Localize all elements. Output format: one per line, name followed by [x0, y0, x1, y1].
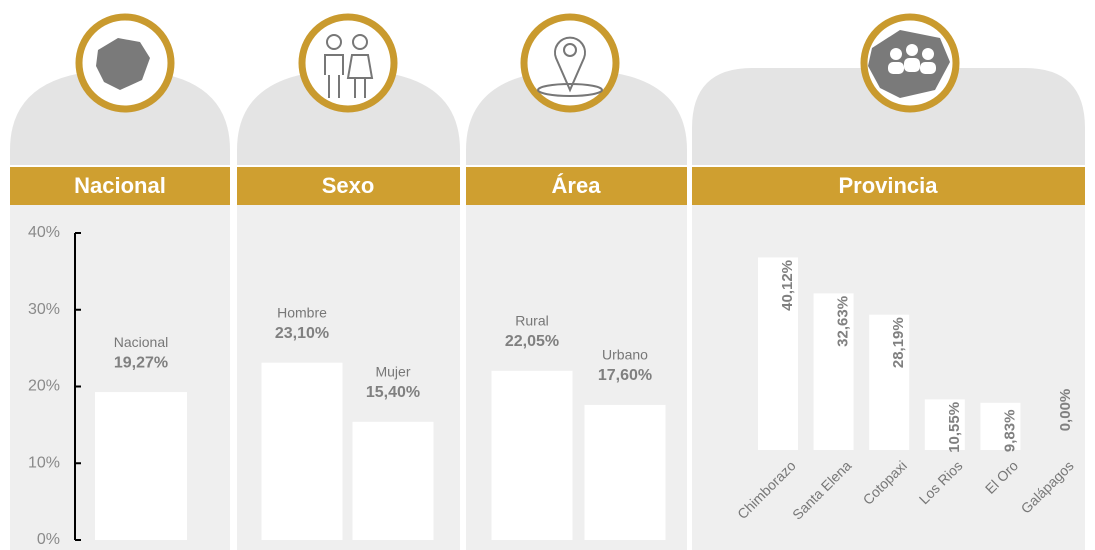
y-tick-label: 0%: [37, 531, 60, 548]
value-label: 9,83%: [1001, 410, 1018, 453]
y-tick-label: 30%: [28, 301, 60, 318]
value-label: 0,00%: [1057, 389, 1074, 432]
category-label: Nacional: [114, 334, 168, 350]
panel-title: Provincia: [838, 173, 938, 198]
value-label: 32,63%: [835, 296, 852, 347]
value-label: 19,27%: [114, 354, 168, 371]
bar: [261, 362, 343, 540]
category-label: Rural: [515, 312, 548, 328]
value-label: 10,55%: [946, 402, 963, 453]
value-label: 28,19%: [890, 317, 907, 368]
bar: [758, 257, 798, 450]
category-label: Hombre: [277, 304, 327, 320]
bar: [352, 421, 434, 540]
bar: [95, 392, 187, 540]
bar: [869, 314, 910, 450]
icons: [75, 13, 960, 113]
y-tick-label: 10%: [28, 454, 60, 471]
panel-title: Nacional: [74, 173, 166, 198]
value-label: 22,05%: [505, 333, 559, 350]
bar: [924, 399, 965, 450]
y-tick-label: 20%: [28, 378, 60, 395]
value-label: 15,40%: [366, 384, 420, 401]
value-label: 23,10%: [275, 325, 329, 342]
panel-title: Área: [552, 173, 602, 198]
value-label: 17,60%: [598, 367, 652, 384]
category-label: Mujer: [375, 364, 410, 380]
panel-title: Sexo: [322, 173, 375, 198]
y-tick-label: 40%: [28, 224, 60, 241]
bar: [813, 293, 854, 450]
bar: [584, 404, 666, 540]
bar: [491, 370, 573, 540]
bar: [980, 402, 1021, 450]
value-label: 40,12%: [779, 260, 796, 311]
category-label: Urbano: [602, 347, 648, 363]
